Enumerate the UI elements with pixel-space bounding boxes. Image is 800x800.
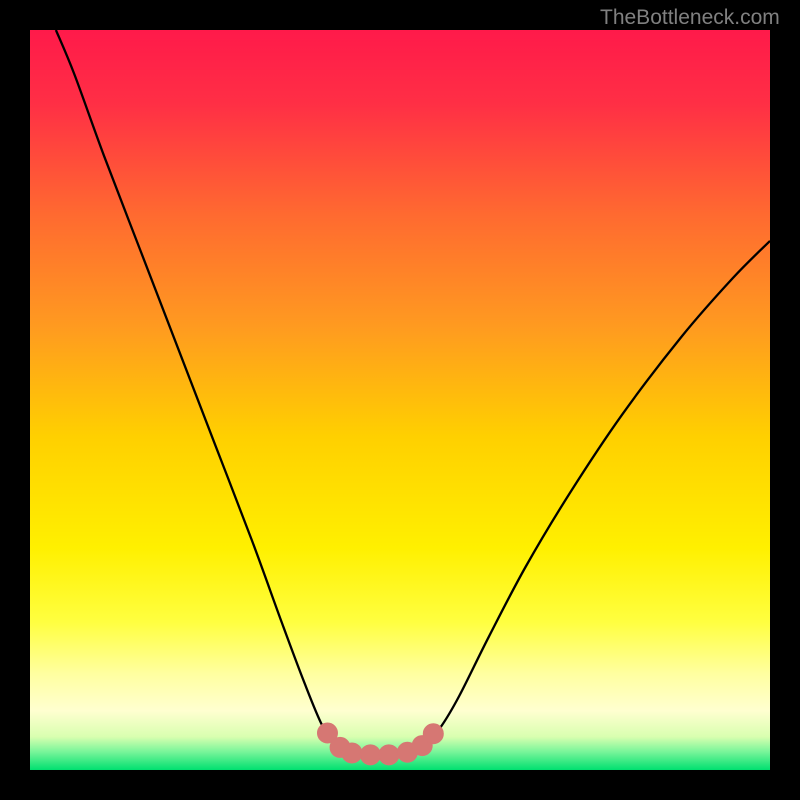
curve-marker [379,745,399,765]
plot-area [30,30,770,770]
gradient-background [30,30,770,770]
curve-marker [423,724,443,744]
watermark-text: TheBottleneck.com [600,6,780,30]
chart-svg [30,30,770,770]
curve-marker [342,743,362,763]
curve-marker [360,745,380,765]
